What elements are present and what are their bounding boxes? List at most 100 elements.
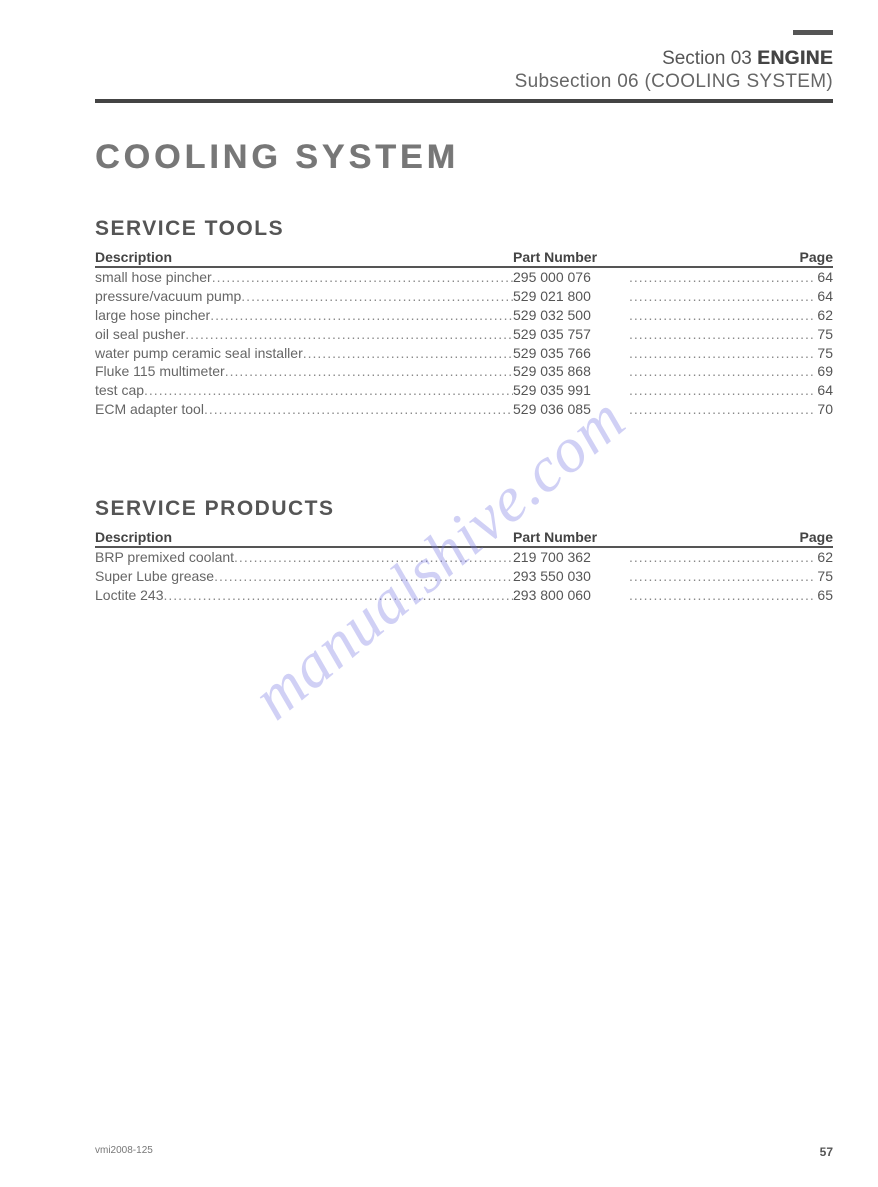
page-number: 69	[815, 362, 833, 381]
cell-page: 64	[623, 287, 833, 306]
cell-description: Fluke 115 multimeter	[95, 362, 513, 381]
cell-part-number: 529 035 868	[513, 362, 623, 381]
footer-page-number: 57	[820, 1145, 833, 1159]
table-row: Loctite 243 293 800 06065	[95, 586, 833, 605]
page-number: 70	[815, 400, 833, 419]
description-text: test cap	[95, 381, 144, 400]
page-number: 75	[815, 567, 833, 586]
description-text: pressure/vacuum pump	[95, 287, 241, 306]
cell-part-number: 293 550 030	[513, 567, 623, 586]
cell-page: 75	[623, 325, 833, 344]
leader-dots	[241, 287, 513, 306]
products-heading: SERVICE PRODUCTS	[95, 497, 833, 521]
col-page: Page	[623, 249, 833, 265]
page-number: 64	[815, 287, 833, 306]
leader-dots	[164, 586, 514, 605]
leader-dots	[623, 381, 815, 400]
leader-dots	[623, 586, 815, 605]
description-text: small hose pincher	[95, 268, 212, 287]
col-description: Description	[95, 529, 513, 545]
col-part-number: Part Number	[513, 529, 623, 545]
cell-page: 70	[623, 400, 833, 419]
subsection-line: Subsection 06 (COOLING SYSTEM)	[95, 71, 833, 93]
page-number: 64	[815, 268, 833, 287]
description-text: oil seal pusher	[95, 325, 185, 344]
products-table-header: Description Part Number Page	[95, 529, 833, 548]
products-table-body: BRP premixed coolant 219 700 36262Super …	[95, 548, 833, 605]
section-prefix: Section 03	[662, 48, 757, 69]
leader-dots	[623, 344, 815, 363]
page-title: COOLING SYSTEM	[95, 138, 833, 177]
page-number: 75	[815, 344, 833, 363]
col-description: Description	[95, 249, 513, 265]
col-page: Page	[623, 529, 833, 545]
table-row: Super Lube grease 293 550 030 75	[95, 567, 833, 586]
cell-part-number: 529 035 757	[513, 325, 623, 344]
leader-dots	[623, 400, 815, 419]
cell-part-number: 529 032 500	[513, 306, 623, 325]
cell-description: oil seal pusher	[95, 325, 513, 344]
cell-description: pressure/vacuum pump	[95, 287, 513, 306]
section-line: Section 03 ENGINE	[95, 48, 833, 70]
leader-dots	[623, 325, 815, 344]
page-number: 65	[815, 586, 833, 605]
tools-table-body: small hose pincher 295 000 07664pressure…	[95, 268, 833, 419]
leader-dots	[212, 268, 513, 287]
cell-description: ECM adapter tool	[95, 400, 513, 419]
description-text: ECM adapter tool	[95, 400, 204, 419]
cell-page: 64	[623, 268, 833, 287]
page-header: Section 03 ENGINE Subsection 06 (COOLING…	[95, 48, 833, 93]
cell-part-number: 529 036 085	[513, 400, 623, 419]
page-number: 75	[815, 325, 833, 344]
leader-dots	[623, 287, 815, 306]
leader-dots	[210, 306, 513, 325]
cell-part-number: 529 035 766	[513, 344, 623, 363]
cell-page: 62	[623, 306, 833, 325]
cell-description: BRP premixed coolant	[95, 548, 513, 567]
leader-dots	[185, 325, 513, 344]
cell-page: 62	[623, 548, 833, 567]
leader-dots	[144, 381, 513, 400]
leader-dots	[623, 306, 815, 325]
header-dash	[793, 30, 833, 35]
col-part-number: Part Number	[513, 249, 623, 265]
table-row: Fluke 115 multimeter 529 035 868 69	[95, 362, 833, 381]
description-text: Fluke 115 multimeter	[95, 362, 225, 381]
table-row: water pump ceramic seal installer 529 03…	[95, 344, 833, 363]
cell-page: 75	[623, 344, 833, 363]
table-row: BRP premixed coolant 219 700 362 62	[95, 548, 833, 567]
leader-dots	[225, 362, 513, 381]
page-footer: vmi2008-125 57	[95, 1145, 833, 1159]
leader-dots	[214, 567, 513, 586]
cell-part-number: 529 021 800	[513, 287, 623, 306]
cell-page: 75	[623, 567, 833, 586]
cell-page: 65	[623, 586, 833, 605]
section-bold: ENGINE	[757, 48, 833, 69]
leader-dots	[204, 400, 513, 419]
description-text: BRP premixed coolant	[95, 548, 234, 567]
table-row: small hose pincher 295 000 07664	[95, 268, 833, 287]
cell-description: large hose pincher	[95, 306, 513, 325]
description-text: large hose pincher	[95, 306, 210, 325]
page-number: 62	[815, 548, 833, 567]
leader-dots	[623, 567, 815, 586]
tools-table-header: Description Part Number Page	[95, 249, 833, 268]
leader-dots	[234, 548, 513, 567]
cell-part-number: 219 700 362	[513, 548, 623, 567]
cell-part-number: 293 800 060	[513, 586, 623, 605]
description-text: Super Lube grease	[95, 567, 214, 586]
table-row: pressure/vacuum pump 529 021 800 64	[95, 287, 833, 306]
cell-description: water pump ceramic seal installer	[95, 344, 513, 363]
cell-page: 64	[623, 381, 833, 400]
document-page: Section 03 ENGINE Subsection 06 (COOLING…	[0, 0, 878, 1187]
description-text: water pump ceramic seal installer	[95, 344, 303, 363]
leader-dots	[623, 268, 815, 287]
cell-part-number: 529 035 991	[513, 381, 623, 400]
footer-left: vmi2008-125	[95, 1145, 153, 1159]
leader-dots	[623, 362, 815, 381]
cell-description: Super Lube grease	[95, 567, 513, 586]
page-number: 62	[815, 306, 833, 325]
page-number: 64	[815, 381, 833, 400]
leader-dots	[623, 548, 815, 567]
leader-dots	[303, 344, 513, 363]
